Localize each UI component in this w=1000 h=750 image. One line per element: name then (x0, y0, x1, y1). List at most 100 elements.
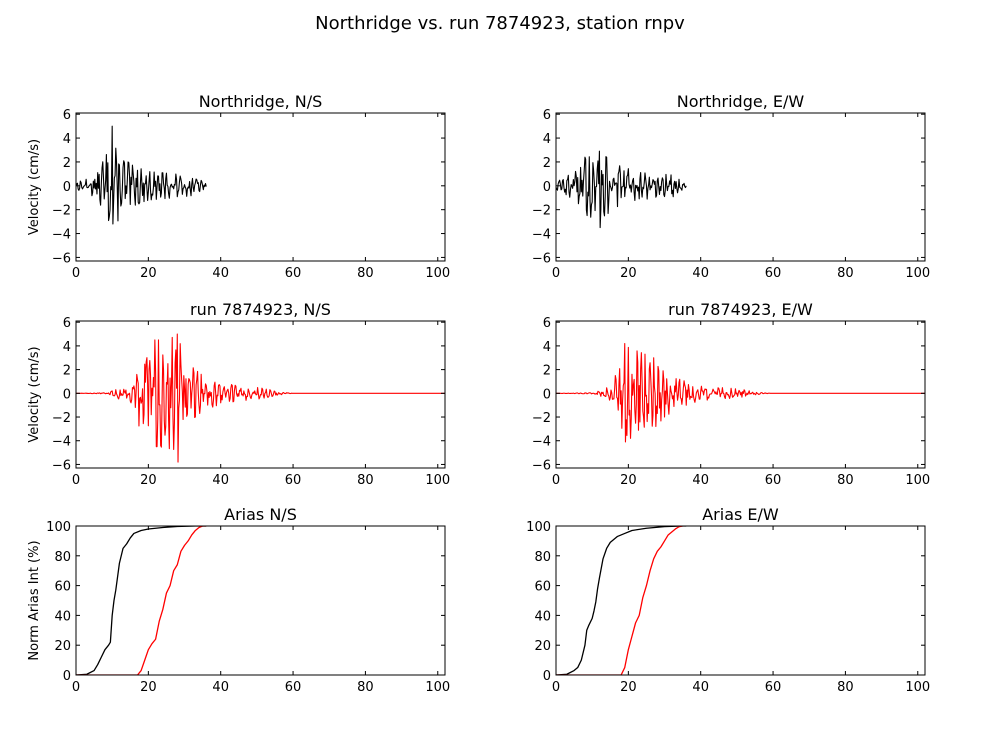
subplot-title: Arias N/S (224, 505, 297, 524)
x-tick-label: 100 (425, 680, 450, 695)
subplot-ew-simulated: 0 20 40 60 80 100 −6 −4 −2 0 2 4 6 run 7874923, E/W (532, 300, 930, 488)
x-tick-label: 100 (905, 266, 930, 281)
y-tick-label: −2 (532, 411, 551, 426)
series-line-ns-simulated-0 (76, 333, 445, 463)
series-line-arias-ew-1 (556, 526, 683, 675)
x-tick-label: 60 (285, 266, 302, 281)
subplot-arias-ew: 0 20 40 60 80 100 0 20 40 60 80 100 Arias E/W (526, 505, 930, 695)
x-tick-label: 100 (905, 473, 930, 488)
x-tick-label: 0 (72, 680, 80, 695)
y-tick-label: 60 (534, 580, 551, 595)
y-tick-label: 4 (543, 132, 551, 147)
x-tick-label: 80 (837, 266, 854, 281)
axes-frame-ns-recorded (75, 112, 446, 262)
subplot-ns-simulated: 0 20 40 60 80 100 −6 −4 −2 0 2 4 6 run 7874923, N/S Ve… (27, 300, 450, 488)
x-tick-label: 80 (357, 473, 374, 488)
x-tick-label: 40 (692, 266, 709, 281)
subplot-title: Northridge, N/S (199, 92, 323, 111)
x-tick-label: 60 (765, 680, 782, 695)
x-tick-label: 40 (212, 473, 229, 488)
x-tick-label: 60 (765, 473, 782, 488)
x-tick-label: 100 (905, 680, 930, 695)
subplot-title: Northridge, E/W (677, 92, 805, 111)
y-tick-label: −4 (52, 228, 71, 243)
x-tick-label: 100 (425, 266, 450, 281)
subplot-title: run 7874923, E/W (668, 300, 813, 319)
y-axis-label: Norm Arias Int (%) (27, 540, 42, 660)
x-tick-label: 20 (140, 266, 157, 281)
y-tick-label: −6 (532, 251, 551, 266)
y-tick-label: −2 (52, 411, 71, 426)
x-tick-label: 40 (212, 680, 229, 695)
figure-suptitle: Northridge vs. run 7874923, station rnpv (315, 13, 685, 34)
x-tick-label: 100 (425, 473, 450, 488)
y-tick-label: −6 (52, 251, 71, 266)
x-tick-label: 60 (285, 680, 302, 695)
series-line-ew-recorded-0 (556, 150, 687, 229)
x-tick-label: 80 (837, 473, 854, 488)
y-tick-label: 6 (63, 316, 71, 331)
series-line-arias-ew-0 (556, 526, 687, 675)
axes-frame-arias-ns (75, 525, 446, 676)
x-tick-label: 0 (72, 266, 80, 281)
y-tick-label: 40 (54, 609, 71, 624)
y-tick-label: 100 (46, 520, 71, 535)
y-tick-label: −4 (52, 435, 71, 450)
x-tick-label: 20 (620, 266, 637, 281)
y-tick-label: 0 (543, 387, 551, 402)
y-tick-label: 6 (543, 108, 551, 123)
x-tick-label: 0 (552, 680, 560, 695)
y-tick-label: 40 (534, 609, 551, 624)
y-tick-label: 0 (63, 387, 71, 402)
x-tick-label: 20 (140, 680, 157, 695)
x-tick-label: 60 (765, 266, 782, 281)
y-tick-label: −6 (532, 458, 551, 473)
y-tick-label: 4 (543, 340, 551, 355)
y-tick-label: −6 (52, 458, 71, 473)
y-tick-label: 2 (543, 364, 551, 379)
y-tick-label: 4 (63, 132, 71, 147)
y-tick-label: 6 (63, 108, 71, 123)
series-line-arias-ns-1 (76, 526, 207, 675)
y-axis-label: Velocity (cm/s) (27, 139, 42, 235)
axes-frame-ew-recorded (555, 112, 926, 262)
subplot-ew-recorded: 0 20 40 60 80 100 −6 −4 −2 0 2 4 6 Northridge, E/W (532, 92, 930, 281)
x-tick-label: 20 (620, 680, 637, 695)
x-tick-label: 20 (620, 473, 637, 488)
y-tick-label: 80 (54, 550, 71, 565)
x-tick-label: 0 (552, 266, 560, 281)
x-tick-label: 40 (692, 680, 709, 695)
y-tick-label: 4 (63, 340, 71, 355)
x-tick-label: 20 (140, 473, 157, 488)
y-tick-label: 0 (543, 669, 551, 684)
y-tick-label: 20 (54, 639, 71, 654)
y-tick-label: 100 (526, 520, 551, 535)
subplot-ns-recorded: 0 20 40 60 80 100 −6 −4 −2 0 2 4 6 Northridge, N/S Vel… (27, 92, 450, 281)
y-tick-label: 2 (63, 364, 71, 379)
x-tick-label: 0 (552, 473, 560, 488)
axes-frame-ew-simulated (555, 320, 926, 469)
series-line-ns-recorded-0 (76, 125, 207, 225)
y-tick-label: −2 (52, 204, 71, 219)
x-tick-label: 40 (212, 266, 229, 281)
series-line-ew-simulated-0 (556, 342, 925, 443)
y-tick-label: 0 (543, 180, 551, 195)
axes-frame-ns-simulated (75, 320, 446, 469)
y-axis-label: Velocity (cm/s) (27, 346, 42, 442)
y-tick-label: 6 (543, 316, 551, 331)
x-tick-label: 60 (285, 473, 302, 488)
x-tick-label: 80 (357, 266, 374, 281)
x-tick-label: 40 (692, 473, 709, 488)
x-tick-label: 80 (837, 680, 854, 695)
subplot-title: Arias E/W (702, 505, 779, 524)
y-tick-label: 2 (63, 156, 71, 171)
x-tick-label: 0 (72, 473, 80, 488)
subplot-arias-ns: 0 20 40 60 80 100 0 20 40 60 80 100 Arias N/S Norm Ar… (27, 505, 450, 695)
y-tick-label: 20 (534, 639, 551, 654)
y-tick-label: 0 (63, 669, 71, 684)
subplot-title: run 7874923, N/S (190, 300, 331, 319)
y-tick-label: −2 (532, 204, 551, 219)
y-tick-label: −4 (532, 228, 551, 243)
